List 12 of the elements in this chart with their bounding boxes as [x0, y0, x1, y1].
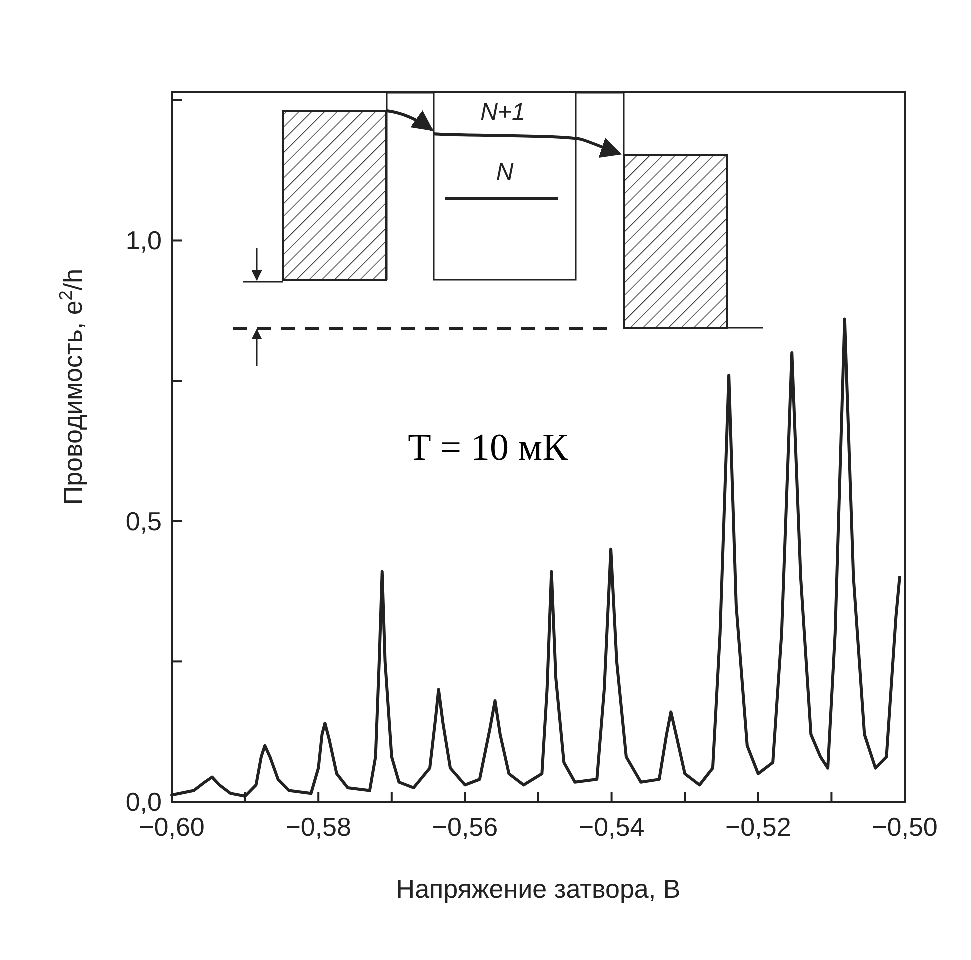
- annotation: N: [496, 159, 514, 186]
- x-tick-label: −0,56: [432, 812, 498, 842]
- x-tick-label: −0,50: [872, 812, 938, 842]
- y-tick-label: 1,0: [126, 226, 162, 256]
- x-tick-label: −0,52: [726, 812, 792, 842]
- y-tick-label: 0,5: [126, 506, 162, 536]
- annotation: T = 10 мК: [408, 427, 569, 469]
- annotation: N+1: [480, 99, 526, 126]
- x-tick-label: −0,58: [286, 812, 352, 842]
- x-tick-label: −0,54: [578, 812, 645, 842]
- y-tick-label: 0,0: [126, 787, 162, 817]
- x-axis-title: Напряжение затвора, В: [396, 874, 681, 904]
